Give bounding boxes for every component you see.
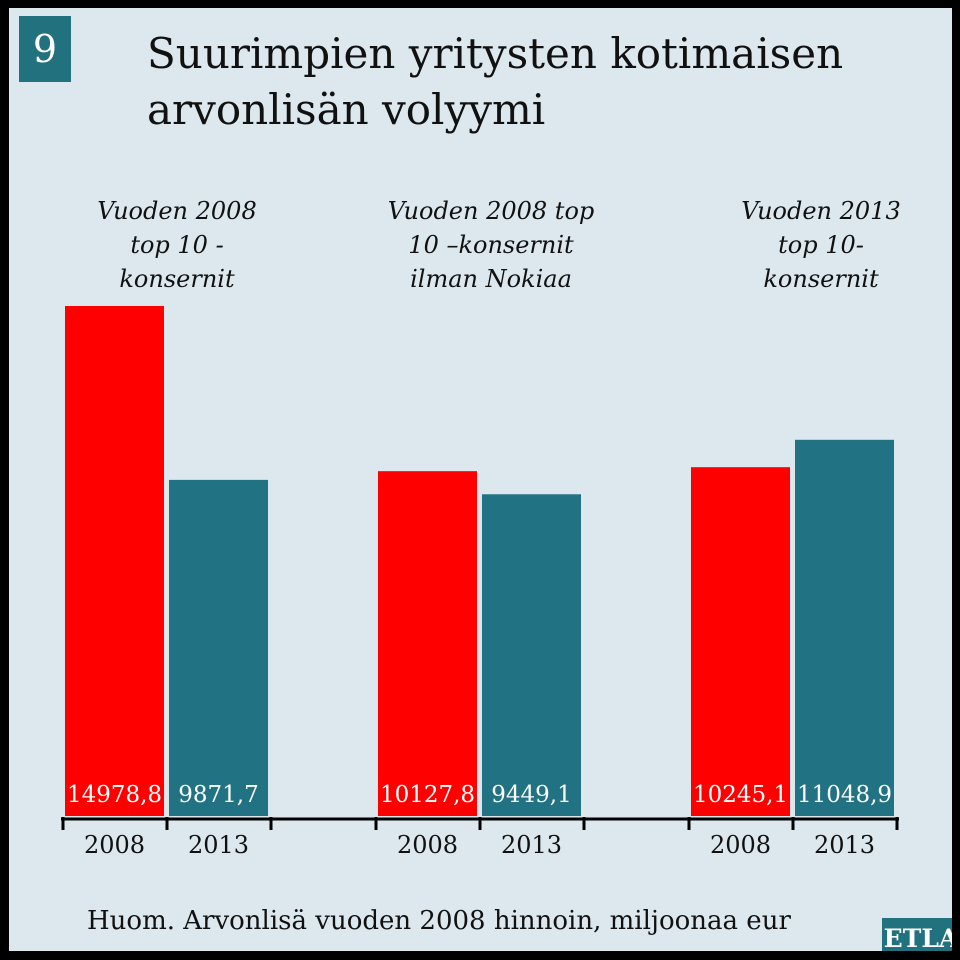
group-label-line: Vuoden 2013 (741, 197, 901, 225)
chart-title-line-1: Suurimpien yritysten kotimaisen (147, 29, 844, 78)
bar-2008 (378, 471, 477, 816)
bar-value-label: 9449,1 (491, 782, 571, 808)
group-label-line: top 10- (778, 231, 864, 259)
group-label-0: Vuoden 2008 top 10 - konsernit (57, 194, 297, 296)
group-label-line: Vuoden 2008 (97, 197, 257, 225)
group-label-line: konsernit (119, 265, 235, 293)
x-tick-label: 2008 (710, 831, 771, 859)
group-label-line: Vuoden 2008 top (387, 197, 595, 225)
figure-number-badge: 9 (19, 16, 71, 82)
bar-value-label: 9871,7 (178, 782, 258, 808)
x-tick-label: 2008 (84, 831, 145, 859)
bar-2013 (169, 479, 268, 816)
bar-value-label: 10127,8 (380, 782, 475, 808)
bar-value-label: 14978,8 (67, 782, 162, 808)
chart-frame: 9 Suurimpien yritysten kotimaisen arvonl… (9, 8, 952, 951)
bar-chart: 14978,8 2008 9871,7 2013 10127,8 2008 9449,1 20… (61, 306, 899, 859)
group-label-line: konsernit (763, 265, 879, 293)
x-tick-label: 2013 (814, 831, 875, 859)
bar-2008 (65, 306, 164, 816)
group-label-1: Vuoden 2008 top 10 –konsernit ilman Noki… (371, 194, 611, 296)
footnote: Huom. Arvonlisä vuoden 2008 hinnoin, mil… (87, 906, 791, 936)
bar-2013 (482, 494, 581, 816)
bar-value-label: 11048,9 (797, 782, 892, 808)
group-label-line: ilman Nokiaa (410, 265, 572, 293)
x-tick-label: 2008 (397, 831, 458, 859)
group-label-2: Vuoden 2013 top 10- konsernit (701, 194, 941, 296)
x-tick-label: 2013 (188, 831, 249, 859)
group-label-line: top 10 - (130, 231, 224, 259)
bar-2008 (691, 467, 790, 816)
x-tick-label: 2013 (501, 831, 562, 859)
group-label-line: 10 –konsernit (408, 231, 574, 259)
chart-title-line-2: arvonlisän volyymi (147, 85, 546, 134)
bar-value-label: 10245,1 (693, 782, 788, 808)
bar-2013 (795, 439, 894, 816)
etla-logo: ETLA (882, 918, 952, 951)
chart-title: Suurimpien yritysten kotimaisen arvonlis… (147, 26, 843, 138)
